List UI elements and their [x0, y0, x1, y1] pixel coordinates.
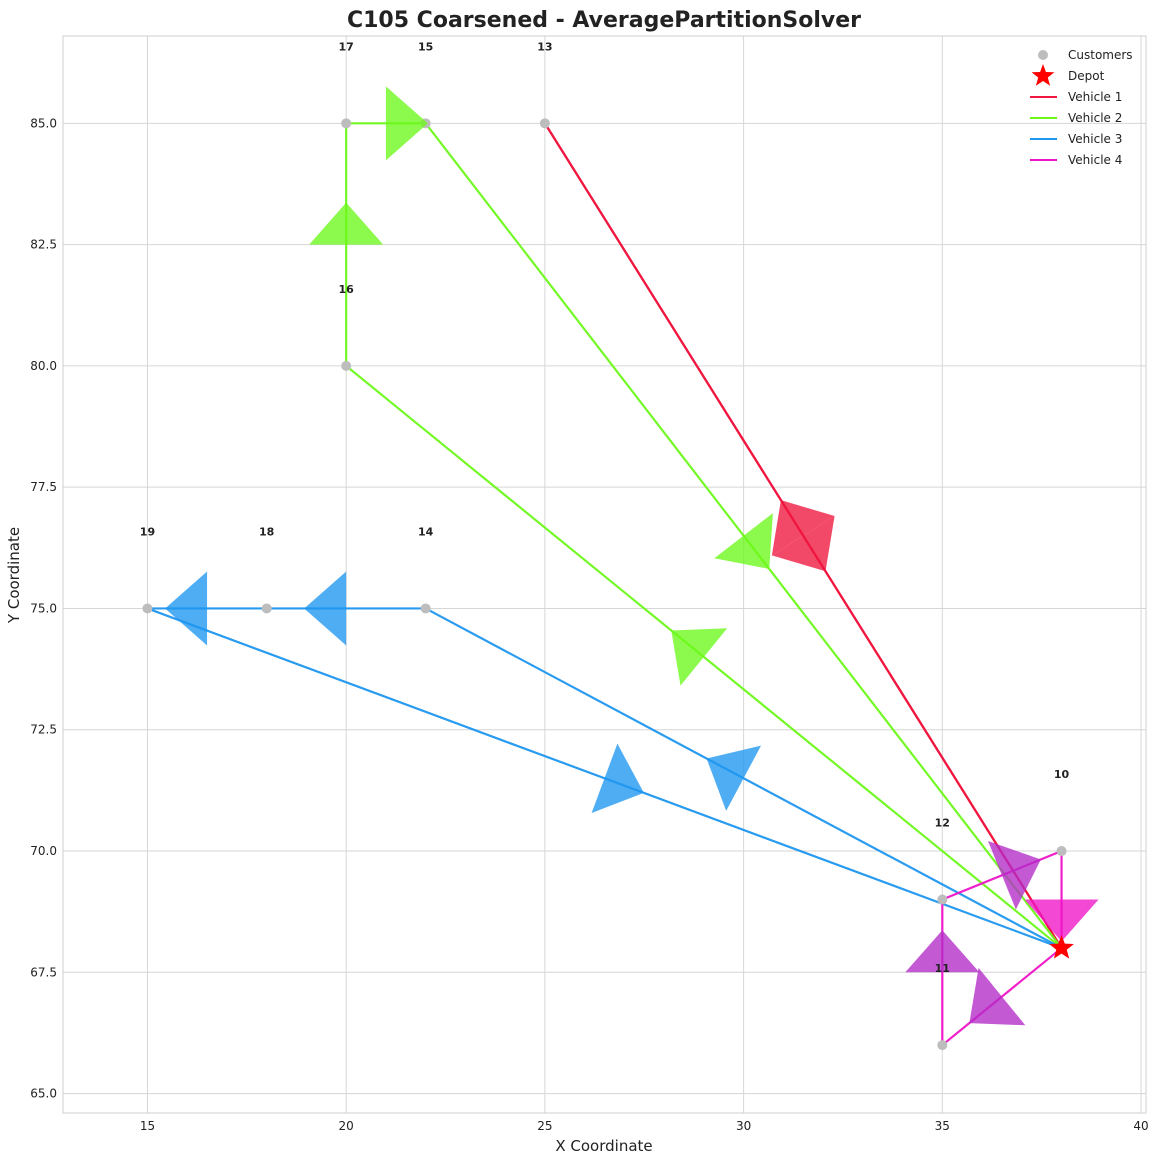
y-axis-label: Y Coordinate [5, 527, 23, 624]
vehicle-3-direction-arrow [706, 745, 762, 811]
customer-point [937, 1040, 948, 1051]
customer-point [142, 603, 153, 614]
x-tick-label: 40 [1133, 1119, 1148, 1133]
x-axis-label: X Coordinate [555, 1137, 652, 1155]
y-tick-label: 82.5 [30, 238, 57, 252]
vehicle-1-direction-arrow [771, 500, 835, 556]
grid [63, 36, 1146, 1113]
vehicle-3-direction-arrow [591, 743, 644, 813]
customer-id-label: 19 [140, 525, 155, 538]
customer-id-label: 17 [339, 40, 354, 53]
chart-title: C105 Coarsened - AveragePartitionSolver [347, 8, 861, 33]
legend-depot-marker [1031, 64, 1055, 86]
legend-vehicle-3-label: Vehicle 3 [1068, 132, 1122, 146]
legend: Customers Depot Vehicle 1 Vehicle 2 Vehicle … [1030, 48, 1133, 167]
legend-customers-label: Customers [1068, 48, 1133, 62]
customers [142, 118, 1067, 1051]
customer-point [539, 118, 550, 129]
customer-id-label: 14 [418, 525, 434, 538]
vehicle-4-route-segment [941, 947, 1063, 1046]
vehicle-4-direction-arrow [1024, 899, 1099, 942]
y-tick-label: 72.5 [30, 723, 57, 737]
customer-id-label: 12 [935, 817, 950, 830]
x-tick-label: 15 [140, 1119, 155, 1133]
depot [1049, 935, 1074, 959]
x-tick-label: 35 [935, 1119, 950, 1133]
x-tick-label: 20 [339, 1119, 354, 1133]
y-tick-label: 67.5 [30, 965, 57, 979]
axis-ticks: 15 20 25 30 35 40 65.0 67.5 70.0 72.5 75.0 77.5 80.0… [30, 116, 1148, 1133]
y-tick-label: 65.0 [30, 1087, 57, 1101]
customer-id-label: 13 [537, 40, 552, 53]
y-tick-label: 85.0 [30, 116, 57, 130]
depot-star [1049, 935, 1074, 959]
customer-id-label: 18 [259, 525, 274, 538]
vehicle-1-direction-arrow [771, 516, 835, 572]
legend-customers-marker [1038, 50, 1048, 60]
vehicle-2-direction-arrow [385, 86, 428, 161]
customer-id-label: 16 [339, 283, 355, 296]
y-tick-label: 80.0 [30, 359, 57, 373]
y-tick-label: 77.5 [30, 480, 57, 494]
legend-depot-label: Depot [1068, 69, 1105, 83]
y-tick-label: 75.0 [30, 601, 57, 615]
x-tick-label: 30 [736, 1119, 751, 1133]
customer-point [420, 603, 431, 614]
customer-id-label: 11 [935, 962, 950, 975]
legend-vehicle-2-label: Vehicle 2 [1068, 111, 1122, 125]
vehicle-2-route-segment [345, 365, 1063, 949]
vehicle-2-direction-arrow [309, 202, 384, 245]
vehicle-2-direction-arrow [714, 513, 773, 569]
y-tick-label: 70.0 [30, 844, 57, 858]
customer-id-label: 15 [418, 40, 433, 53]
customer-id-label: 10 [1054, 768, 1070, 781]
vehicle-3-direction-arrow [165, 571, 208, 646]
x-tick-label: 25 [537, 1119, 552, 1133]
vehicle-4-direction-arrow [969, 967, 1026, 1026]
customer-point [1056, 846, 1067, 857]
legend-vehicle-4-label: Vehicle 4 [1068, 153, 1122, 167]
customer-point [937, 894, 948, 905]
customer-point [261, 603, 272, 614]
vehicle-4-direction-arrow [987, 841, 1041, 910]
vehicle-3-route-segment [425, 607, 1063, 950]
customer-point [341, 360, 352, 371]
customer-point [341, 118, 352, 129]
legend-vehicle-1-label: Vehicle 1 [1068, 90, 1122, 104]
plot-frame [62, 35, 1147, 1114]
route-arrows [165, 86, 1099, 1026]
vehicle-3-direction-arrow [304, 571, 347, 646]
vehicle-2-direction-arrow [671, 628, 728, 686]
node-labels: 10 11 12 13 14 15 16 17 18 19 [140, 40, 1070, 975]
vehicle-4-direction-arrow [905, 930, 980, 973]
